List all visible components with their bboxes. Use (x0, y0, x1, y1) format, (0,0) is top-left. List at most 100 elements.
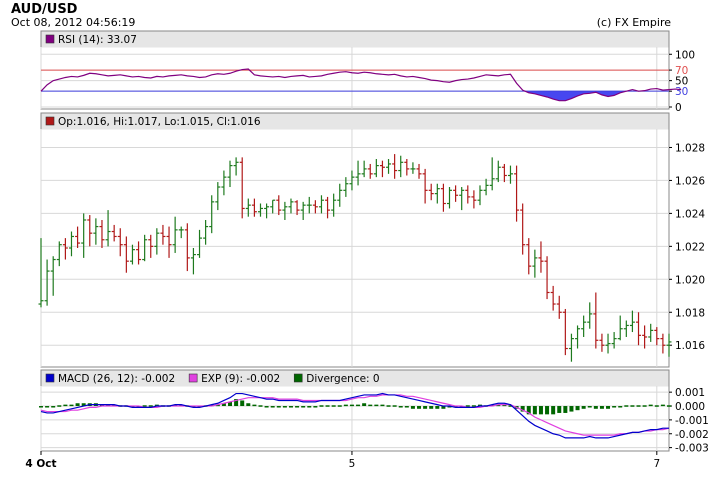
divergence-bar (508, 405, 513, 407)
divergence-bar (276, 406, 281, 408)
divergence-bar (240, 400, 245, 407)
divergence-bar (252, 404, 257, 407)
ohlc-bar (288, 198, 294, 214)
divergence-bar (63, 404, 68, 407)
ohlc-bar (99, 219, 105, 248)
ohlc-bar (471, 190, 477, 209)
ohlc-bar (203, 219, 209, 245)
divergence-bar (453, 406, 458, 408)
ohlc-bar (136, 241, 142, 265)
x-tick-label: 5 (349, 458, 356, 470)
ohlc-bar (62, 238, 68, 260)
divergence-bar (526, 406, 531, 415)
ohlc-bar (593, 292, 599, 349)
ohlc-bar (56, 241, 62, 267)
ohlc-bar (245, 198, 251, 217)
ohlc-bar (489, 157, 495, 191)
y-tick-label: 1.024 (675, 208, 705, 220)
divergence-bar (575, 406, 580, 411)
divergence-bar (112, 404, 117, 407)
y-tick-label: 0 (675, 102, 682, 114)
divergence-bar (441, 406, 446, 409)
divergence-bar (228, 401, 233, 407)
y-tick-label: 1.016 (675, 340, 705, 352)
ohlc-bar (68, 231, 74, 257)
divergence-bar (587, 406, 592, 408)
ohlc-bar (349, 170, 355, 191)
ohlc-bar (629, 310, 635, 333)
divergence-bar (618, 406, 623, 408)
ohlc-bar (166, 226, 172, 258)
ohlc-bar (562, 308, 568, 356)
divergence-bar (404, 406, 409, 408)
ohlc-bar (642, 325, 648, 349)
rsi-line (40, 68, 682, 102)
ohlc-bar (306, 196, 312, 214)
divergence-bar (648, 404, 653, 407)
y-tick-label: 70 (675, 65, 688, 77)
ohlc-bar (270, 199, 276, 214)
divergence-bar (447, 406, 452, 408)
ohlc-bar (75, 226, 81, 248)
chart-title: AUD/USD (11, 2, 78, 17)
divergence-bar (563, 406, 568, 413)
divergence-bar (75, 403, 80, 407)
ohlc-bar (154, 228, 160, 255)
ohlc-bar (434, 183, 440, 204)
divergence-bar (636, 405, 641, 407)
divergence-bar (343, 404, 348, 407)
divergence-bar (331, 405, 336, 407)
ohlc-bar (93, 218, 99, 245)
chart-copyright: (c) FX Empire (597, 16, 671, 29)
divergence-bar (349, 404, 354, 407)
rsi-oversold-fill (41, 91, 682, 101)
ohlc-bar (123, 236, 129, 273)
divergence-bar (301, 406, 306, 408)
divergence-bar (130, 406, 135, 408)
ohlc-bar (325, 196, 331, 219)
divergence-bar (246, 403, 251, 407)
divergence-bar (136, 406, 141, 408)
y-tick-label: 50 (675, 76, 688, 88)
ohlc-bar (556, 295, 562, 319)
divergence-bar (173, 404, 178, 407)
ohlc-bar (532, 249, 538, 278)
ohlc-bar (581, 315, 587, 337)
divergence-bar (520, 406, 525, 412)
ohlc-bar (654, 327, 660, 346)
divergence-bar (81, 403, 86, 407)
divergence-bar (502, 404, 507, 407)
ohlc-bar (148, 234, 154, 258)
ohlc-bar (38, 238, 44, 308)
y-tick-label: 1.020 (675, 274, 705, 286)
ohlc-bar (495, 160, 501, 183)
ohlc-bar (294, 200, 300, 216)
divergence-bar (264, 406, 269, 408)
divergence-bar (374, 404, 379, 407)
ohlc-bar (367, 163, 373, 179)
ohlc-bar (636, 312, 642, 346)
divergence-bar (288, 406, 293, 408)
ohlc-bar (447, 187, 453, 209)
ohlc-bar (264, 203, 270, 219)
ohlc-bar (520, 203, 526, 255)
divergence-bar (551, 406, 556, 415)
ohlc-bar (105, 210, 111, 247)
y-tick-label: 1.028 (675, 142, 705, 154)
divergence-bar (154, 404, 159, 407)
divergence-bar (459, 406, 464, 408)
ohlc-bar (623, 320, 629, 337)
divergence-bar (624, 405, 629, 407)
ohlc-bar (544, 256, 550, 300)
ohlc-bar (227, 160, 233, 188)
divergence-bar (386, 405, 391, 407)
legend-label: EXP (9): -0.002 (201, 373, 280, 385)
legend-label: Divergence: 0 (306, 373, 379, 385)
y-tick-label: -0.001 (675, 415, 709, 427)
divergence-bar (307, 406, 312, 408)
ohlc-bar (507, 165, 513, 184)
ohlc-bar (526, 238, 532, 275)
chart-timestamp: Oct 08, 2012 04:56:19 (11, 16, 135, 29)
legend-label: MACD (26, 12): -0.002 (58, 373, 175, 385)
